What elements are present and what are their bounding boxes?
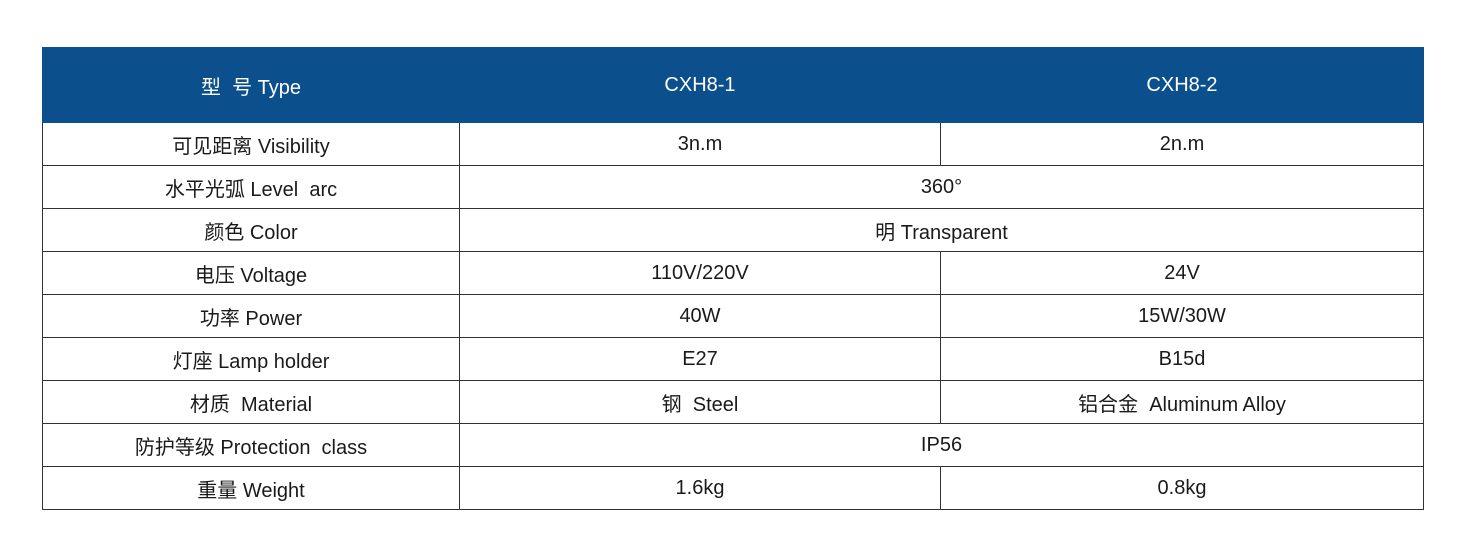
row-value: 1.6kg xyxy=(459,466,941,510)
row-value: 2n.m xyxy=(940,122,1424,166)
row-value: B15d xyxy=(940,337,1424,381)
table-row: 防护等级 Protection class IP56 xyxy=(42,423,1424,467)
row-label: 水平光弧 Level arc xyxy=(42,165,460,209)
row-value: 3n.m xyxy=(459,122,941,166)
row-label: 重量 Weight xyxy=(42,466,460,510)
row-label: 颜色 Color xyxy=(42,208,460,252)
row-value: 明 Transparent xyxy=(459,208,1424,252)
table-row: 电压 Voltage 110V/220V 24V xyxy=(42,251,1424,295)
row-label: 防护等级 Protection class xyxy=(42,423,460,467)
row-value: 0.8kg xyxy=(940,466,1424,510)
header-model: CXH8-2 xyxy=(940,47,1424,123)
row-label: 灯座 Lamp holder xyxy=(42,337,460,381)
row-value: 360° xyxy=(459,165,1424,209)
row-value: 铝合金 Aluminum Alloy xyxy=(940,380,1424,424)
row-value: 24V xyxy=(940,251,1424,295)
row-label: 功率 Power xyxy=(42,294,460,338)
spec-table: 型 号 Type CXH8-1 CXH8-2 可见距离 Visibility 3n… xyxy=(42,47,1424,510)
row-value: IP56 xyxy=(459,423,1424,467)
table-row: 材质 Material 钢 Steel 铝合金 Aluminum Alloy xyxy=(42,380,1424,424)
table-row: 水平光弧 Level arc 360° xyxy=(42,165,1424,209)
table-row: 可见距离 Visibility 3n.m 2n.m xyxy=(42,122,1424,166)
row-value: 40W xyxy=(459,294,941,338)
row-value: 15W/30W xyxy=(940,294,1424,338)
table-row: 重量 Weight 1.6kg 0.8kg xyxy=(42,466,1424,510)
row-value: 钢 Steel xyxy=(459,380,941,424)
table-row: 灯座 Lamp holder E27 B15d xyxy=(42,337,1424,381)
header-model: CXH8-1 xyxy=(459,47,941,123)
row-label: 电压 Voltage xyxy=(42,251,460,295)
row-value: E27 xyxy=(459,337,941,381)
row-value: 110V/220V xyxy=(459,251,941,295)
table-row: 功率 Power 40W 15W/30W xyxy=(42,294,1424,338)
header-row: 型 号 Type CXH8-1 CXH8-2 xyxy=(42,47,1424,123)
row-label: 可见距离 Visibility xyxy=(42,122,460,166)
row-label: 材质 Material xyxy=(42,380,460,424)
table-row: 颜色 Color 明 Transparent xyxy=(42,208,1424,252)
header-type: 型 号 Type xyxy=(42,47,460,123)
